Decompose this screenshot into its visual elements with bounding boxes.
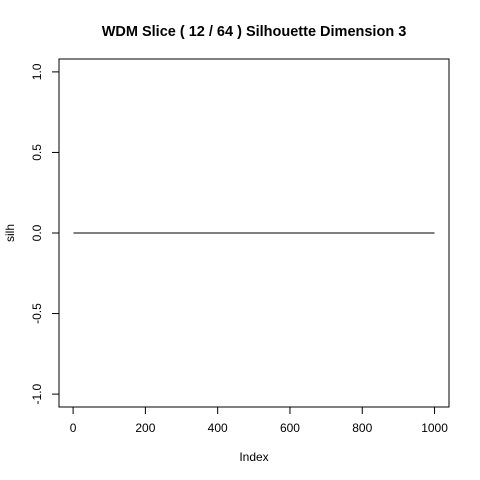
y-tick-label: 1.0 [30,63,44,80]
x-tick-label: 800 [352,421,372,435]
y-tick-label: -0.5 [30,303,44,324]
y-axis: -1.0 -0.5 0.0 0.5 1.0 [30,63,60,404]
y-tick-label: -1.0 [30,383,44,404]
x-tick-label: 1000 [421,421,448,435]
chart-title: WDM Slice ( 12 / 64 ) Silhouette Dimensi… [102,24,407,40]
x-axis: 0 200 400 600 800 1000 [70,406,448,435]
y-tick-label: 0.0 [30,224,44,241]
x-tick-label: 600 [280,421,300,435]
y-axis-label: silh [3,224,17,242]
x-tick-label: 400 [208,421,228,435]
y-tick-label: 0.5 [30,144,44,161]
x-tick-label: 0 [70,421,77,435]
x-axis-label: Index [239,450,268,464]
x-tick-label: 200 [135,421,155,435]
